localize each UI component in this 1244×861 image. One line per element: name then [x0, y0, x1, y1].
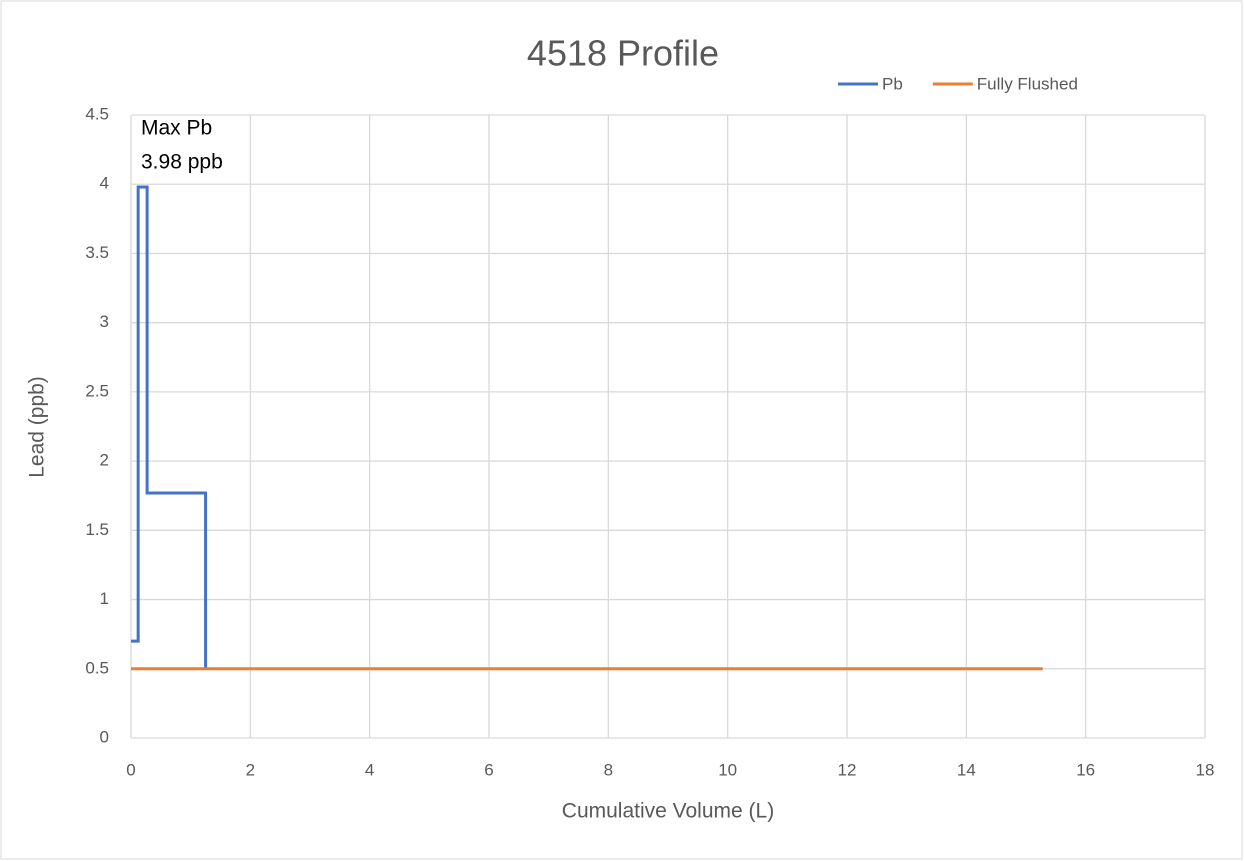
x-tick-label: 10	[718, 760, 737, 779]
annotation: Max Pb	[141, 117, 212, 140]
y-tick-label: 0	[100, 727, 109, 746]
y-tick-label: 4.5	[85, 104, 109, 123]
y-tick-label: 3	[100, 312, 109, 331]
y-tick-label: 2.5	[85, 381, 109, 400]
annotation: 3.98 ppb	[141, 151, 223, 174]
x-tick-label: 8	[604, 760, 613, 779]
x-tick-label: 16	[1076, 760, 1095, 779]
y-tick-label: 1	[100, 589, 109, 608]
y-tick-label: 1.5	[85, 520, 109, 539]
y-axis-label: Lead (ppb)	[26, 376, 49, 478]
y-tick-label: 0.5	[85, 658, 109, 677]
x-tick-label: 2	[246, 760, 255, 779]
series-line	[131, 185, 208, 669]
x-tick-label: 6	[484, 760, 493, 779]
x-tick-label: 12	[838, 760, 857, 779]
chart-title: 4518 Profile	[527, 33, 719, 74]
y-tick-label: 4	[100, 174, 109, 193]
x-tick-label: 18	[1196, 760, 1215, 779]
x-tick-label: 14	[957, 760, 976, 779]
x-tick-label: 4	[365, 760, 374, 779]
x-tick-label: 0	[126, 760, 135, 779]
legend-label: Fully Flushed	[977, 74, 1078, 93]
legend-label: Pb	[882, 74, 903, 93]
x-axis-label: Cumulative Volume (L)	[562, 800, 774, 823]
y-tick-label: 2	[100, 451, 109, 470]
y-tick-label: 3.5	[85, 243, 109, 262]
